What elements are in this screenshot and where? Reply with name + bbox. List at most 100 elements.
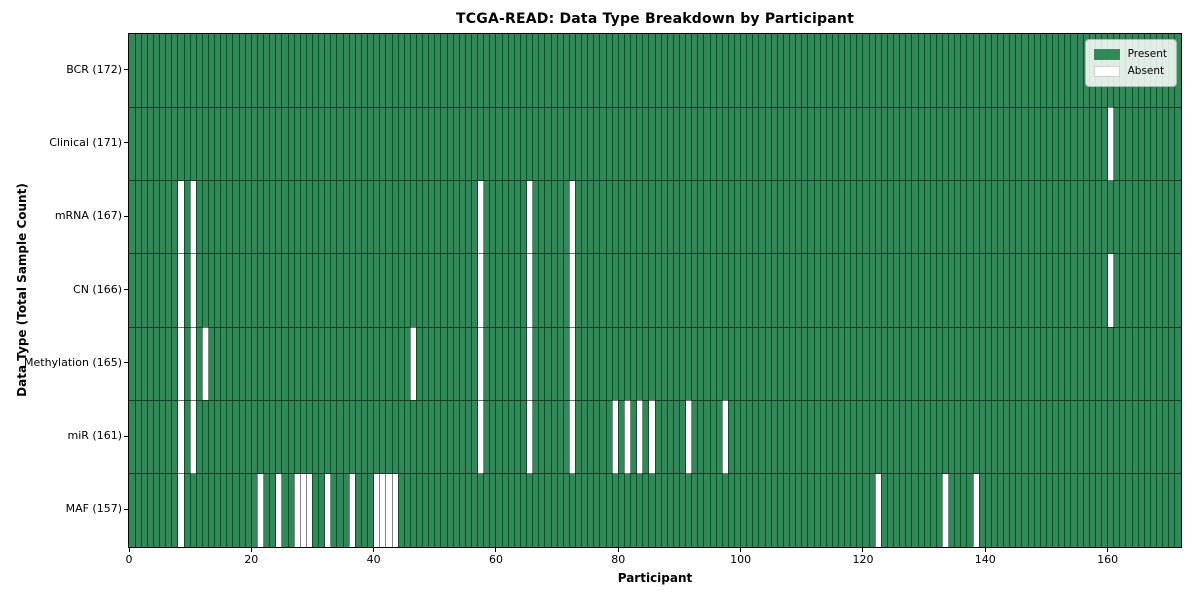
y-tick-label: miR (161) [67,429,123,443]
grid-line-vertical [1052,34,1054,547]
grid-line-vertical [422,34,424,547]
grid-line-vertical [220,34,222,547]
grid-line-horizontal [129,473,1181,475]
heatmap-cell-absent [636,400,643,474]
grid-line-vertical [330,34,332,547]
x-tick-mark [1107,548,1109,552]
grid-line-vertical [568,34,570,547]
heatmap-cell-absent [569,253,576,328]
grid-line-vertical [507,34,509,547]
grid-line-vertical [1021,34,1023,547]
grid-line-vertical [709,34,711,547]
heatmap-cell-absent [526,327,533,401]
grid-line-vertical [893,34,895,547]
y-tick-label: mRNA (167) [54,209,122,223]
grid-line-vertical [367,34,369,547]
grid-line-vertical [691,34,693,547]
grid-line-vertical [997,34,998,547]
heatmap-cell-absent [624,400,631,474]
grid-line-vertical [434,34,436,547]
grid-line-vertical [299,34,301,547]
grid-line-horizontal [129,326,1181,328]
heatmap-cell-absent [324,473,331,547]
grid-line-vertical [1082,34,1084,547]
heatmap-cell-absent [294,473,301,547]
heatmap-cell-absent [275,473,282,547]
grid-line-vertical [1113,34,1115,547]
grid-line-vertical [795,34,797,547]
grid-line-vertical [263,34,265,547]
grid-line-horizontal [129,106,1181,108]
grid-line-vertical [954,34,956,547]
x-tick-mark [862,548,864,552]
grid-line-vertical [446,34,448,547]
grid-line-vertical [581,34,583,547]
grid-line-vertical [752,34,754,547]
grid-line-vertical [874,34,876,547]
grid-line-vertical [1149,34,1151,547]
grid-line-vertical [941,34,943,547]
grid-line-vertical [758,34,760,547]
grid-line-vertical [165,34,167,547]
grid-line-vertical [1137,34,1139,547]
grid-line-vertical [1009,34,1011,547]
grid-line-vertical [409,34,411,547]
y-tick-label: MAF (157) [65,502,122,516]
grid-line-vertical [660,34,662,547]
grid-line-vertical [905,34,907,547]
grid-line-vertical [935,34,937,547]
grid-line-vertical [948,34,950,547]
heatmap-cell-absent [392,473,399,547]
grid-line-vertical [201,34,203,547]
grid-line-vertical [672,34,674,547]
legend-entry-present: Present [1093,46,1167,63]
grid-line-vertical [917,34,919,547]
grid-line-vertical [428,34,430,547]
grid-line-vertical [727,34,729,547]
grid-line-vertical [574,34,576,547]
grid-line-vertical [538,34,540,547]
grid-line-vertical [183,34,185,547]
grid-line-vertical [966,34,968,547]
heatmap-cell-absent [190,180,197,254]
grid-line-vertical [195,34,197,547]
grid-line-vertical [318,34,320,547]
grid-line-vertical [666,34,668,547]
grid-line-vertical [532,34,534,547]
grid-line-vertical [489,34,491,547]
grid-line-vertical [623,34,625,547]
grid-line-vertical [501,34,503,547]
grid-line-vertical [605,34,607,547]
grid-line-vertical [831,34,833,547]
grid-line-vertical [837,34,839,547]
heatmap-cell-absent [410,327,417,401]
grid-line-vertical [397,34,399,547]
grid-line-vertical [801,34,803,547]
y-tick-mark [124,362,128,364]
grid-line-vertical [311,34,313,547]
grid-line-vertical [1162,34,1164,547]
grid-line-vertical [630,34,632,547]
grid-line-vertical [844,34,846,547]
grid-line-vertical [825,34,827,547]
grid-line-vertical [1058,34,1060,547]
grid-line-vertical [862,34,864,547]
grid-line-vertical [880,34,882,547]
x-tick-mark [128,548,130,552]
grid-line-vertical [1045,34,1047,547]
grid-line-vertical [458,34,460,547]
x-tick-label: 160 [1097,553,1119,566]
grid-line-vertical [214,34,216,547]
grid-line-vertical [734,34,735,547]
grid-line-vertical [1168,34,1170,547]
x-tick-mark [740,548,742,552]
grid-line-vertical [556,34,558,547]
grid-line-vertical [740,34,742,547]
grid-line-vertical [972,34,974,547]
grid-line-vertical [360,34,362,547]
heatmap-cell-absent [569,327,576,401]
heatmap-cell-absent [190,253,197,328]
grid-line-vertical [1094,34,1096,547]
grid-line-vertical [703,34,705,547]
